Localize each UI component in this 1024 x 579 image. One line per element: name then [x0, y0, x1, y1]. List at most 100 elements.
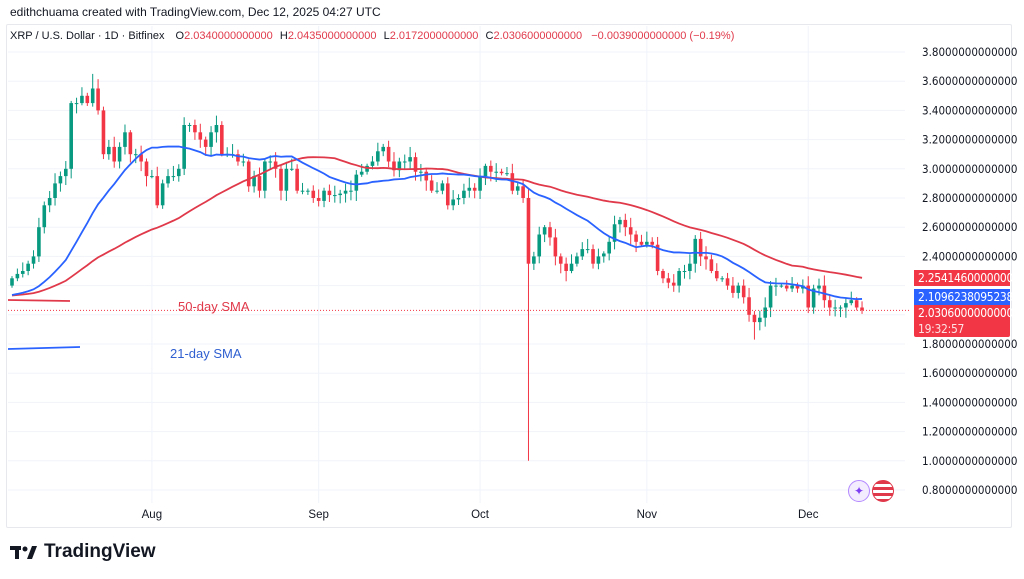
- candle-body: [806, 285, 811, 308]
- candle-body: [838, 307, 843, 309]
- candle-body: [338, 193, 342, 196]
- candle-body: [31, 256, 36, 264]
- candle-body: [246, 161, 251, 187]
- candle-body: [623, 219, 628, 228]
- y-tick-label: 2.4000000000000: [922, 249, 1017, 263]
- candle-body: [591, 249, 595, 264]
- x-tick-label: Nov: [637, 509, 658, 521]
- open-value: 2.0340000000000: [184, 30, 273, 42]
- candle-body: [241, 161, 246, 163]
- bar-countdown: 19:32:57: [918, 322, 965, 336]
- candle-body: [58, 176, 63, 184]
- candle-body: [26, 263, 30, 271]
- candle-body: [811, 288, 816, 308]
- candle-body: [176, 168, 181, 177]
- x-tick-label: Dec: [798, 509, 819, 521]
- candle-body: [542, 227, 547, 235]
- candle-body: [139, 154, 143, 162]
- candle-body: [720, 278, 724, 280]
- candle-body: [602, 253, 606, 257]
- candle-body: [827, 300, 832, 308]
- candle-body: [849, 300, 854, 304]
- tradingview-brand: TradingView: [44, 541, 156, 562]
- x-tick-label: Oct: [471, 509, 490, 521]
- candle-body: [47, 198, 52, 206]
- candle-body: [402, 161, 407, 163]
- y-tick-label: 3.6000000000000: [922, 74, 1017, 88]
- candle-body: [74, 103, 79, 105]
- candle-body: [333, 195, 337, 197]
- candle-body: [64, 168, 68, 177]
- high-label: H: [279, 30, 288, 42]
- last-price-value: 2.0306000000000: [918, 306, 1014, 320]
- candle-body: [548, 227, 552, 238]
- candle-body: [526, 198, 531, 264]
- y-tick-label: 2.6000000000000: [922, 220, 1017, 234]
- candle-body: [736, 285, 741, 293]
- candle-body: [359, 171, 364, 175]
- candle-body: [758, 317, 762, 323]
- candle-body: [284, 168, 289, 191]
- sma50-annotation: 50-day SMA: [178, 299, 250, 314]
- candle-body: [53, 183, 57, 198]
- candle-body: [489, 165, 493, 172]
- symbol-title[interactable]: XRP / U.S. Dollar · 1D · Bitfinex: [10, 30, 165, 42]
- candle-body: [117, 146, 122, 162]
- candle-body: [381, 146, 386, 152]
- y-tick-label: 1.2000000000000: [922, 425, 1017, 439]
- candle-body: [618, 219, 622, 225]
- sma50-legend-line: [7, 299, 71, 302]
- candle-body: [714, 271, 719, 279]
- close-label: C: [485, 30, 494, 42]
- candle-body: [462, 190, 466, 198]
- candle-body: [289, 168, 294, 170]
- candle-body: [440, 183, 445, 191]
- candle-body: [795, 285, 800, 289]
- candle-body: [424, 171, 429, 181]
- candle-body: [833, 307, 837, 309]
- candle-body: [725, 278, 730, 286]
- candle-body: [585, 249, 590, 251]
- candle-body: [774, 285, 778, 287]
- y-tick-label: 3.4000000000000: [922, 103, 1017, 117]
- candle-body: [15, 273, 20, 279]
- y-tick-label: 1.8000000000000: [922, 337, 1017, 351]
- candle-body: [472, 187, 477, 191]
- candle-body: [731, 285, 735, 293]
- candle-body: [112, 146, 117, 162]
- sparkle-icon[interactable]: ✦: [848, 480, 870, 502]
- candle-body: [790, 285, 794, 289]
- candle-body: [144, 161, 149, 177]
- last-price-label: 2.0306000000000 19:32:57: [914, 305, 1014, 337]
- candle-body: [671, 282, 676, 286]
- candle-body: [349, 190, 353, 192]
- candle-body: [688, 263, 692, 271]
- sma21-line: [11, 145, 863, 301]
- sma50-price-label: 2.2541460000000: [914, 270, 1013, 286]
- candle-body: [306, 190, 310, 192]
- candle-body: [451, 199, 455, 206]
- candle-body: [37, 227, 41, 257]
- candle-body: [160, 183, 165, 206]
- chart-frame: [6, 24, 1012, 528]
- candle-body: [101, 110, 106, 155]
- candle-body: [392, 161, 396, 171]
- candle-body: [209, 132, 213, 147]
- candle-body: [155, 176, 160, 206]
- sma50-line: [11, 156, 863, 297]
- candle-body: [214, 125, 219, 133]
- candle-body: [300, 190, 305, 192]
- candle-body: [268, 161, 273, 163]
- candle-body: [844, 303, 848, 308]
- candle-body: [279, 168, 283, 191]
- candle-body: [483, 165, 488, 177]
- candle-body: [193, 125, 197, 133]
- candle-body: [580, 249, 585, 257]
- candle-body: [467, 187, 472, 191]
- candle-body: [107, 146, 111, 155]
- us-flag-icon[interactable]: [872, 480, 894, 502]
- tradingview-logo[interactable]: TradingView: [10, 541, 156, 563]
- candle-body: [236, 154, 240, 162]
- candle-body: [564, 263, 568, 271]
